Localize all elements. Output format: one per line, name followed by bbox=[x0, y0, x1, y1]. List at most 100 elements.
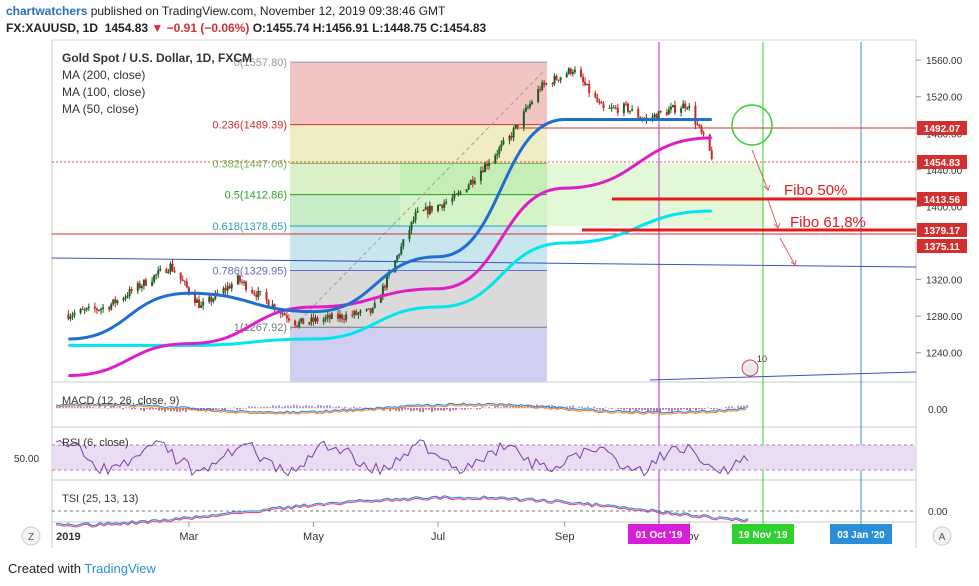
autoscale-button[interactable] bbox=[932, 526, 952, 546]
macd-histogram-bar bbox=[611, 408, 613, 409]
macd-histogram-bar bbox=[206, 408, 208, 410]
legend-ma100[interactable]: MA (100, close) bbox=[62, 85, 145, 99]
autoscale-icon: A bbox=[939, 532, 946, 543]
candle-body bbox=[545, 83, 548, 85]
zoom-button[interactable] bbox=[21, 526, 41, 546]
ma100-line[interactable] bbox=[68, 136, 712, 378]
macd-histogram-bar bbox=[236, 408, 238, 410]
fibo50-label[interactable]: Fibo 50% bbox=[784, 182, 847, 199]
candle-body bbox=[365, 309, 368, 311]
candle-body bbox=[410, 221, 413, 231]
date-flag-jan bbox=[830, 524, 892, 544]
macd-histogram-bar bbox=[290, 405, 292, 409]
candle-body bbox=[322, 319, 325, 322]
price-axis[interactable]: 1240.001280.001320.001360.001400.001440.… bbox=[916, 56, 963, 360]
event-flag-icon[interactable] bbox=[741, 359, 759, 377]
candle-body bbox=[424, 206, 427, 210]
candle-body bbox=[328, 315, 331, 319]
y-tick-label: 1520.00 bbox=[926, 93, 963, 104]
candle-body bbox=[253, 292, 256, 295]
rsi-line[interactable] bbox=[55, 439, 749, 477]
candle-body bbox=[457, 192, 460, 195]
fibo618-label[interactable]: Fibo 61,8% bbox=[790, 214, 866, 231]
candle-body bbox=[298, 321, 301, 327]
candle-body bbox=[657, 111, 660, 120]
macd-histogram-bar bbox=[125, 407, 127, 409]
candle-body bbox=[502, 140, 505, 145]
candle-body bbox=[112, 299, 115, 305]
macd-histogram-bar bbox=[572, 405, 574, 409]
publish-header: chartwatchers published on TradingView.c… bbox=[6, 4, 445, 18]
candle-body bbox=[383, 285, 386, 288]
candle-body bbox=[83, 309, 86, 311]
macd-histogram-bar bbox=[380, 408, 382, 409]
macd-histogram-bar bbox=[404, 408, 406, 410]
macd-histogram-bar bbox=[740, 405, 742, 409]
macd-histogram-bar bbox=[233, 407, 235, 409]
footer-created: Created with bbox=[8, 561, 81, 576]
ma200-line[interactable] bbox=[68, 209, 712, 347]
candle-body bbox=[496, 153, 499, 156]
time-axis[interactable]: 2019MarMayJulSepNov bbox=[56, 522, 700, 543]
macd-histogram-bar bbox=[707, 407, 709, 409]
macd-histogram-bar bbox=[434, 408, 436, 411]
symbol-header: FX:XAUUSD, 1D 1454.83 ▼ −0.91 (−0.06%) O… bbox=[6, 21, 486, 35]
legend-ma200[interactable]: MA (200, close) bbox=[62, 68, 145, 82]
candle-body bbox=[287, 318, 290, 321]
projection-arrows bbox=[751, 149, 797, 266]
candle-body bbox=[240, 281, 243, 283]
macd-histogram-bar bbox=[521, 405, 523, 409]
candle-body bbox=[259, 290, 262, 293]
macd-histogram-bar bbox=[128, 407, 130, 409]
candle-body bbox=[210, 296, 213, 302]
legend-ma50[interactable]: MA (50, close) bbox=[62, 102, 139, 116]
candle-body bbox=[110, 304, 113, 310]
trend-line-bottom[interactable] bbox=[649, 371, 917, 381]
candle-body bbox=[608, 107, 611, 109]
tsi-signal-line[interactable] bbox=[55, 496, 749, 528]
fib-extension-zone bbox=[400, 163, 547, 195]
candle-body bbox=[653, 114, 656, 117]
macd-histogram-bar bbox=[731, 406, 733, 409]
candle-body bbox=[682, 103, 685, 109]
macd-histogram-bar bbox=[131, 408, 133, 410]
tsi-line[interactable] bbox=[55, 495, 749, 527]
macd-histogram-bar bbox=[650, 408, 652, 411]
candle-body bbox=[498, 147, 501, 154]
macd-histogram-bar bbox=[203, 408, 205, 410]
macd-histogram-bar bbox=[398, 408, 400, 412]
fib-retracement[interactable]: 0(1557.80) 0.236(1489.39) 0.382(1447.06) 0.… bbox=[212, 57, 763, 382]
highlight-circle[interactable] bbox=[731, 104, 773, 146]
candle-body bbox=[467, 184, 470, 190]
macd-histogram-bar bbox=[452, 408, 454, 411]
ma50-line[interactable] bbox=[68, 118, 712, 341]
brand-name[interactable]: chartwatchers bbox=[6, 4, 88, 18]
candle-body bbox=[228, 285, 231, 289]
candle-body bbox=[453, 193, 456, 199]
candle-body bbox=[230, 284, 233, 289]
macd-histogram-bar bbox=[209, 408, 211, 412]
candle-body bbox=[200, 305, 203, 308]
candle-body bbox=[443, 203, 446, 208]
candle-body bbox=[555, 76, 558, 80]
candle-body bbox=[702, 132, 705, 135]
candle-body bbox=[155, 274, 158, 276]
macd-histogram-bar bbox=[665, 408, 667, 410]
macd-histogram-bar bbox=[509, 406, 511, 409]
candle-body bbox=[69, 316, 72, 319]
candle-body bbox=[357, 313, 360, 315]
macd-histogram-bar bbox=[482, 407, 484, 409]
macd-histogram-bar bbox=[689, 408, 691, 412]
macd-histogram-bar bbox=[542, 405, 544, 409]
candle-body bbox=[486, 163, 489, 166]
macd-histogram-bar bbox=[248, 406, 250, 409]
tradingview-logo[interactable]: TradingView bbox=[84, 561, 156, 576]
macd-histogram-bar bbox=[68, 405, 70, 409]
macd-histogram-bar bbox=[320, 405, 322, 409]
macd-pane[interactable] bbox=[55, 402, 748, 415]
candle-body bbox=[316, 317, 319, 322]
candle-body bbox=[537, 89, 540, 103]
macd-histogram-bar bbox=[281, 406, 283, 409]
macd-histogram-bar bbox=[680, 408, 682, 410]
